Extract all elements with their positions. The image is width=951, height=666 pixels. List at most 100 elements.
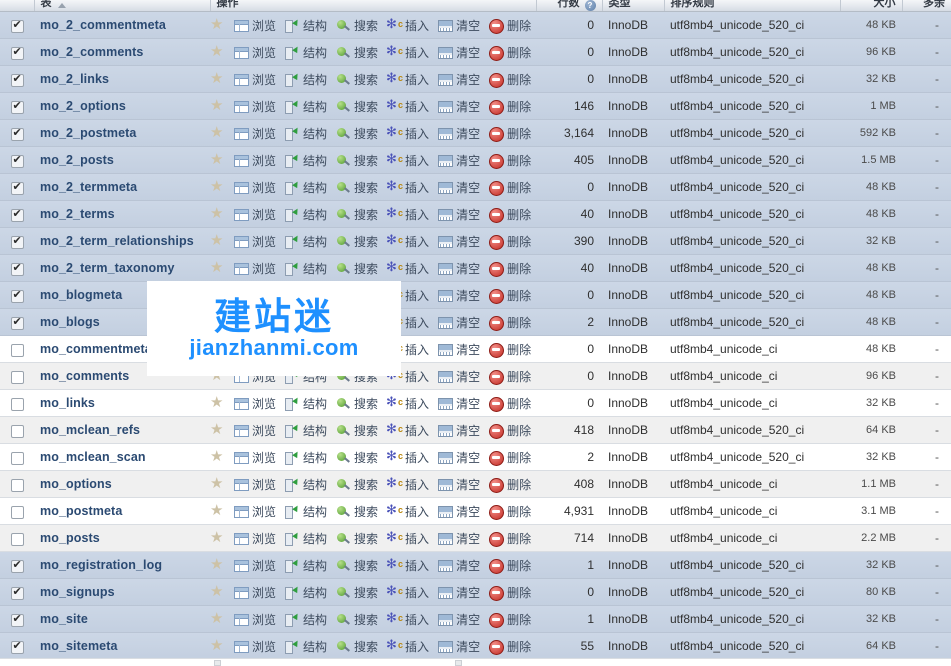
table-row[interactable]: mo_2_term_taxonomy浏览结构搜索插入清空删除40InnoDBut… [0, 254, 951, 283]
empty-action[interactable]: 清空 [438, 503, 480, 520]
favorite-star-button[interactable] [210, 96, 225, 114]
favorite-star-button[interactable] [210, 204, 225, 222]
row-checkbox[interactable] [10, 181, 24, 195]
drop-action[interactable]: 删除 [489, 395, 531, 412]
table-name-link[interactable]: mo_registration_log [40, 558, 163, 573]
drop-action[interactable]: 删除 [489, 341, 531, 358]
browse-action[interactable]: 浏览 [234, 233, 276, 250]
structure-action[interactable]: 结构 [285, 206, 327, 223]
search-action[interactable]: 搜索 [336, 206, 378, 223]
row-checkbox-cell[interactable] [0, 173, 34, 202]
search-action[interactable]: 搜索 [336, 233, 378, 250]
table-row[interactable]: mo_2_comments浏览结构搜索插入清空删除0InnoDButf8mb4_… [0, 38, 951, 67]
browse-action[interactable]: 浏览 [234, 179, 276, 196]
drop-action[interactable]: 删除 [489, 71, 531, 88]
favorite-star-button[interactable] [210, 420, 225, 438]
empty-action[interactable]: 清空 [438, 422, 480, 439]
header-size[interactable]: 大小 [840, 0, 903, 13]
structure-action[interactable]: 结构 [285, 422, 327, 439]
table-name-cell[interactable]: mo_mclean_refs [34, 416, 210, 445]
row-checkbox[interactable] [10, 586, 24, 600]
header-overhead[interactable]: 多余 [902, 0, 951, 13]
empty-action[interactable]: 清空 [438, 17, 480, 34]
table-name-link[interactable]: mo_mclean_scan [40, 450, 146, 465]
table-row[interactable]: mo_blogs浏览结构搜索插入清空删除2InnoDButf8mb4_unico… [0, 308, 951, 337]
row-checkbox-cell[interactable] [0, 119, 34, 148]
drop-action[interactable]: 删除 [489, 530, 531, 547]
row-checkbox-cell[interactable] [0, 200, 34, 229]
table-name-link[interactable]: mo_blogmeta [40, 288, 123, 303]
search-action[interactable]: 搜索 [336, 476, 378, 493]
table-row[interactable]: mo_2_links浏览结构搜索插入清空删除0InnoDButf8mb4_uni… [0, 65, 951, 94]
row-checkbox-cell[interactable] [0, 578, 34, 607]
drop-action[interactable]: 删除 [489, 557, 531, 574]
table-row[interactable]: mo_blogmeta浏览结构搜索插入清空删除0InnoDButf8mb4_un… [0, 281, 951, 310]
insert-action[interactable]: 插入 [386, 394, 429, 412]
table-name-cell[interactable]: mo_mclean_scan [34, 443, 210, 472]
row-checkbox[interactable] [10, 640, 24, 654]
header-table-name[interactable]: 表 [34, 0, 211, 13]
browse-action[interactable]: 浏览 [234, 125, 276, 142]
structure-action[interactable]: 结构 [285, 233, 327, 250]
search-action[interactable]: 搜索 [336, 530, 378, 547]
table-name-cell[interactable]: mo_2_commentmeta [34, 11, 210, 40]
row-checkbox[interactable] [10, 19, 24, 33]
table-row[interactable]: mo_mclean_refs浏览结构搜索插入清空删除418InnoDButf8m… [0, 416, 951, 445]
drop-action[interactable]: 删除 [489, 44, 531, 61]
insert-action[interactable]: 插入 [386, 502, 429, 520]
empty-action[interactable]: 清空 [438, 584, 480, 601]
table-name-link[interactable]: mo_2_termmeta [40, 180, 138, 195]
table-name-link[interactable]: mo_signups [40, 585, 115, 600]
empty-action[interactable]: 清空 [438, 395, 480, 412]
row-checkbox-cell[interactable] [0, 443, 34, 472]
structure-action[interactable]: 结构 [285, 152, 327, 169]
table-row[interactable]: mo_registration_log浏览结构搜索插入清空删除1InnoDBut… [0, 551, 951, 580]
browse-action[interactable]: 浏览 [234, 152, 276, 169]
table-row[interactable]: mo_mclean_scan浏览结构搜索插入清空删除2InnoDButf8mb4… [0, 443, 951, 472]
row-checkbox-cell[interactable] [0, 281, 34, 310]
row-checkbox[interactable] [10, 397, 24, 411]
table-name-cell[interactable]: mo_2_termmeta [34, 173, 210, 202]
table-row[interactable]: mo_postmeta浏览结构搜索插入清空删除4,931InnoDButf8mb… [0, 497, 951, 526]
table-name-link[interactable]: mo_commentmeta [40, 342, 152, 357]
browse-action[interactable]: 浏览 [234, 71, 276, 88]
row-checkbox-cell[interactable] [0, 389, 34, 418]
empty-action[interactable]: 清空 [438, 98, 480, 115]
row-checkbox[interactable] [10, 154, 24, 168]
structure-action[interactable]: 结构 [285, 125, 327, 142]
favorite-star-button[interactable] [210, 15, 225, 33]
structure-action[interactable]: 结构 [285, 530, 327, 547]
table-name-cell[interactable]: mo_posts [34, 524, 210, 553]
browse-action[interactable]: 浏览 [234, 44, 276, 61]
insert-action[interactable]: 插入 [386, 97, 429, 115]
table-name-cell[interactable]: mo_postmeta [34, 497, 210, 526]
structure-action[interactable]: 结构 [285, 260, 327, 277]
structure-action[interactable]: 结构 [285, 179, 327, 196]
structure-action[interactable]: 结构 [285, 449, 327, 466]
empty-action[interactable]: 清空 [438, 260, 480, 277]
table-row[interactable]: mo_2_terms浏览结构搜索插入清空删除40InnoDButf8mb4_un… [0, 200, 951, 229]
table-row[interactable]: mo_options浏览结构搜索插入清空删除408InnoDButf8mb4_u… [0, 470, 951, 499]
table-row[interactable]: mo_2_posts浏览结构搜索插入清空删除405InnoDButf8mb4_u… [0, 146, 951, 175]
table-row[interactable]: mo_posts浏览结构搜索插入清空删除714InnoDButf8mb4_uni… [0, 524, 951, 553]
table-name-cell[interactable]: mo_2_term_relationships [34, 227, 210, 256]
favorite-star-button[interactable] [210, 150, 225, 168]
browse-action[interactable]: 浏览 [234, 449, 276, 466]
row-checkbox[interactable] [10, 505, 24, 519]
row-checkbox-cell[interactable] [0, 308, 34, 337]
drop-action[interactable]: 删除 [489, 584, 531, 601]
insert-action[interactable]: 插入 [386, 529, 429, 547]
table-name-link[interactable]: mo_2_postmeta [40, 126, 137, 141]
table-row[interactable]: mo_2_commentmeta浏览结构搜索插入清空删除0InnoDButf8m… [0, 11, 951, 40]
header-type[interactable]: 类型 [602, 0, 665, 13]
table-name-cell[interactable]: mo_2_term_taxonomy [34, 254, 210, 283]
drop-action[interactable]: 删除 [489, 179, 531, 196]
row-checkbox-cell[interactable] [0, 497, 34, 526]
drop-action[interactable]: 删除 [489, 152, 531, 169]
drop-action[interactable]: 删除 [489, 449, 531, 466]
table-name-cell[interactable]: mo_site [34, 605, 210, 634]
search-action[interactable]: 搜索 [336, 71, 378, 88]
table-name-link[interactable]: mo_links [40, 396, 95, 411]
table-name-cell[interactable]: mo_2_terms [34, 200, 210, 229]
table-name-link[interactable]: mo_2_comments [40, 45, 144, 60]
